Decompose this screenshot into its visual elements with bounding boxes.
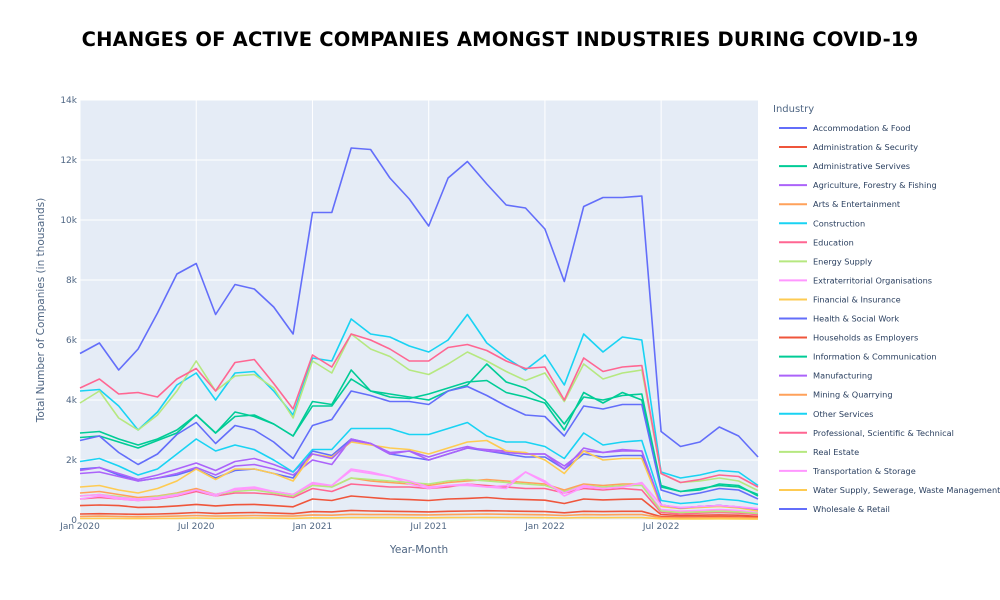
y-tick-label: 10k: [60, 216, 77, 226]
legend-item[interactable]: Administrative Servives: [779, 161, 910, 171]
y-tick-label: 12k: [60, 156, 77, 166]
legend-label: Professional, Scientific & Technical: [813, 428, 954, 438]
series-line-13: [79, 439, 759, 510]
x-tick-label: Jul 2022: [642, 522, 680, 532]
legend-label: Administrative Servives: [813, 161, 910, 171]
legend-label: Other Services: [813, 409, 873, 419]
legend-label: Administration & Security: [813, 142, 918, 152]
legend-label: Households as Employers: [813, 333, 918, 343]
series-line-10: [79, 147, 759, 458]
y-tick-label: 4k: [66, 396, 78, 406]
y-tick-label: 2k: [66, 456, 78, 466]
y-axis-ticks: 0 2k 4k 6k 8k 10k 12k 14k: [60, 96, 77, 526]
legend-item[interactable]: Education: [779, 237, 854, 247]
legend-label: Wholesale & Retail: [813, 504, 890, 514]
legend-label: Agriculture, Forestry & Fishing: [813, 180, 937, 190]
legend-label: Financial & Insurance: [813, 294, 901, 304]
chart-title: CHANGES OF ACTIVE COMPANIES AMONGST INDU…: [81, 28, 919, 51]
x-tick-label: Jul 2021: [409, 522, 447, 532]
legend-item[interactable]: Transportation & Storage: [779, 466, 916, 476]
legend-title: Industry: [773, 104, 814, 115]
x-axis-title: Year-Month: [389, 544, 448, 556]
series-line-16: [79, 333, 759, 488]
series-line-18: [79, 468, 759, 510]
legend-label: Accommodation & Food: [813, 123, 911, 133]
series-line-12: [79, 369, 759, 497]
series-lines: [79, 147, 759, 520]
legend-label: Information & Communication: [813, 352, 937, 362]
legend-label: Education: [813, 237, 854, 247]
series-line-15: [79, 421, 759, 506]
series-line-11: [79, 509, 759, 519]
series-line-20: [79, 385, 759, 500]
legend-label: Extraterritorial Organisations: [813, 275, 932, 285]
legend-item[interactable]: Energy Supply: [779, 256, 872, 266]
y-axis-title: Total Number of Companies (in thousands): [35, 198, 47, 423]
legend-label: Manufacturing: [813, 371, 872, 381]
y-tick-label: 8k: [66, 276, 78, 286]
legend-item[interactable]: Arts & Entertainment: [779, 199, 901, 209]
legend-label: Transportation & Storage: [812, 466, 916, 476]
y-tick-label: 14k: [60, 96, 77, 106]
x-tick-label: Jan 2022: [524, 522, 565, 532]
legend-label: Construction: [813, 218, 865, 228]
legend-label: Arts & Entertainment: [813, 199, 901, 209]
x-tick-label: Jan 2021: [292, 522, 333, 532]
y-tick-label: 0: [71, 516, 77, 526]
series-line-14: [79, 513, 759, 519]
legend-item[interactable]: Accommodation & Food: [779, 123, 911, 133]
plot-background: [80, 100, 758, 520]
legend-item[interactable]: Information & Communication: [779, 352, 937, 362]
legend-item[interactable]: Agriculture, Forestry & Fishing: [779, 180, 937, 190]
series-line-0: [79, 438, 759, 511]
legend-item[interactable]: Real Estate: [779, 447, 859, 457]
x-tick-label: Jul 2020: [177, 522, 215, 532]
series-line-19: [79, 516, 759, 520]
legend-item[interactable]: Extraterritorial Organisations: [779, 275, 932, 285]
legend: Industry Accommodation & Food Administrat…: [773, 104, 1000, 514]
series-line-5: [79, 313, 759, 487]
x-tick-label: Jan 2020: [59, 522, 100, 532]
x-axis-ticks: Jan 2020 Jul 2020 Jan 2021 Jul 2021 Jan 2022…: [59, 522, 679, 532]
legend-label: Water Supply, Sewerage, Waste Management: [813, 485, 1000, 495]
series-line-6: [79, 483, 759, 516]
legend-item[interactable]: Households as Employers: [779, 333, 918, 343]
legend-item[interactable]: Health & Social Work: [779, 314, 899, 324]
legend-label: Health & Social Work: [813, 314, 899, 324]
series-line-1: [79, 495, 759, 518]
legend-item[interactable]: Manufacturing: [779, 371, 872, 381]
legend-item[interactable]: Administration & Security: [779, 142, 918, 152]
series-line-9: [79, 439, 759, 512]
legend-item[interactable]: Financial & Insurance: [779, 294, 901, 304]
y-tick-label: 6k: [66, 336, 78, 346]
legend-item[interactable]: Mining & Quarrying: [779, 390, 893, 400]
legend-item[interactable]: Other Services: [779, 409, 873, 419]
legend-item[interactable]: Water Supply, Sewerage, Waste Management: [779, 485, 1000, 495]
legend-item[interactable]: Construction: [779, 218, 865, 228]
legend-label: Real Estate: [813, 447, 859, 457]
legend-item[interactable]: Wholesale & Retail: [779, 504, 890, 514]
legend-label: Mining & Quarrying: [813, 390, 893, 400]
legend-item[interactable]: Professional, Scientific & Technical: [779, 428, 954, 438]
legend-label: Energy Supply: [813, 256, 872, 266]
